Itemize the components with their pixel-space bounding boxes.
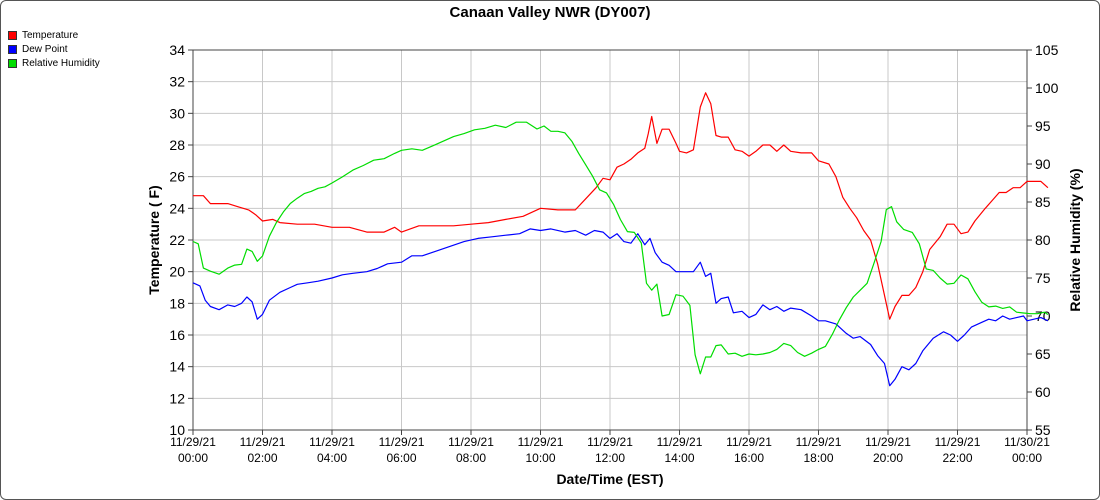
chart-title: Canaan Valley NWR (DY007)	[449, 4, 651, 21]
x-tick-label-time: 00:00	[1012, 451, 1042, 465]
x-tick-label-date: 11/29/21	[796, 435, 842, 449]
left-tick-label: 30	[169, 105, 185, 121]
x-tick-label-time: 02:00	[247, 451, 277, 465]
right-axis-ticks: 55 60 65 70 75 80 85 90 95 100 105	[1027, 42, 1059, 438]
legend-swatch-dew-point	[8, 44, 17, 54]
legend-label-dew-point: Dew Point	[22, 43, 68, 55]
left-tick-label: 16	[169, 327, 185, 343]
left-tick-label: 20	[169, 264, 185, 280]
legend-item-dew-point: Dew Point	[8, 42, 100, 56]
legend-item-relative-humidity: Relative Humidity	[8, 56, 100, 70]
x-tick-label-date: 11/29/21	[657, 435, 703, 449]
x-tick-label-date: 11/29/21	[935, 435, 981, 449]
right-tick-label: 100	[1035, 80, 1059, 96]
series-line-dew-point	[192, 228, 1049, 387]
legend-label-temperature: Temperature	[22, 29, 79, 41]
right-tick-label: 95	[1035, 118, 1051, 134]
x-tick-label-date: 11/29/21	[448, 435, 494, 449]
x-tick-label-date: 11/29/21	[240, 435, 286, 449]
left-axis-ticks: 10 12 14 16 18 20 22 24 26 28 30 32 34	[169, 42, 193, 438]
x-tick-label-time: 12:00	[595, 451, 625, 465]
x-tick-label-time: 20:00	[873, 451, 903, 465]
x-tick-label-date: 11/29/21	[309, 435, 355, 449]
x-tick-label-time: 16:00	[734, 451, 764, 465]
legend-swatch-temperature	[8, 30, 17, 40]
left-tick-label: 34	[169, 42, 185, 58]
x-tick-label-date: 11/29/21	[170, 435, 216, 449]
right-tick-label: 90	[1035, 156, 1051, 172]
left-tick-label: 32	[169, 74, 185, 90]
left-tick-label: 12	[169, 390, 185, 406]
left-tick-label: 24	[169, 200, 185, 216]
right-tick-label: 80	[1035, 232, 1051, 248]
x-tick-label-date: 11/29/21	[726, 435, 772, 449]
x-tick-label-time: 22:00	[942, 451, 972, 465]
right-tick-label: 55	[1035, 422, 1051, 438]
series-line-temperature	[193, 92, 1049, 320]
right-tick-label: 65	[1035, 346, 1051, 362]
right-tick-label: 60	[1035, 384, 1051, 400]
left-tick-label: 22	[169, 232, 185, 248]
left-tick-label: 10	[169, 422, 185, 438]
left-tick-label: 26	[169, 169, 185, 185]
legend-swatch-relative-humidity	[8, 58, 17, 68]
x-tick-label-time: 10:00	[525, 451, 555, 465]
left-tick-label: 14	[169, 359, 185, 375]
series-line-relative-humidity	[192, 121, 1049, 375]
x-tick-label-time: 08:00	[456, 451, 486, 465]
x-tick-label-time: 18:00	[803, 451, 833, 465]
x-tick-label-time: 00:00	[178, 451, 208, 465]
right-axis-label: Relative Humidity (%)	[1067, 168, 1083, 311]
x-tick-label-date: 11/29/21	[379, 435, 425, 449]
right-tick-label: 75	[1035, 270, 1051, 286]
legend-label-relative-humidity: Relative Humidity	[22, 57, 100, 69]
right-tick-label: 105	[1035, 42, 1059, 58]
series-group	[192, 92, 1049, 387]
right-tick-label: 70	[1035, 308, 1051, 324]
left-tick-label: 18	[169, 295, 185, 311]
x-axis-ticks: 11/29/21 00:00 11/29/21 02:00 11/29/21 04:00 1…	[170, 430, 1050, 465]
right-tick-label: 85	[1035, 194, 1051, 210]
x-tick-label-date: 11/29/21	[587, 435, 633, 449]
grid-lines	[192, 49, 1028, 431]
legend-item-temperature: Temperature	[8, 28, 100, 42]
legend: Temperature Dew Point Relative Humidity	[8, 28, 100, 70]
x-axis-label: Date/Time (EST)	[556, 471, 663, 487]
x-tick-label-time: 06:00	[386, 451, 416, 465]
x-tick-label-date: 11/30/21	[1004, 435, 1050, 449]
x-tick-label-date: 11/29/21	[865, 435, 911, 449]
left-tick-label: 28	[169, 137, 185, 153]
x-tick-label-date: 11/29/21	[518, 435, 564, 449]
x-tick-label-time: 14:00	[664, 451, 694, 465]
left-axis-label: Temperature ( F)	[146, 185, 162, 294]
x-tick-label-time: 04:00	[317, 451, 347, 465]
